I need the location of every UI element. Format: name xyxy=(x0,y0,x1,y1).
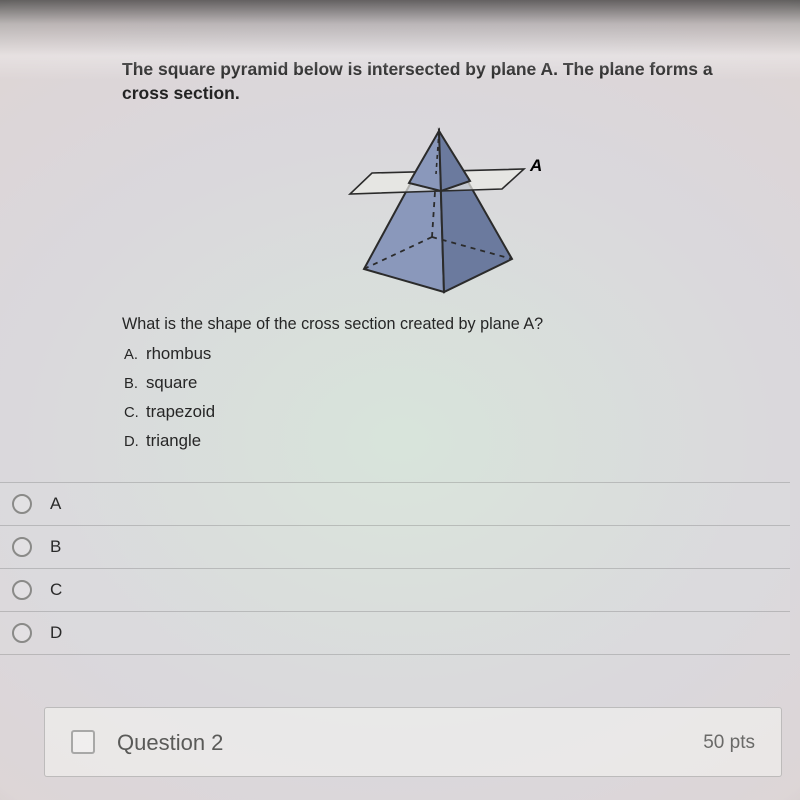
question-stem: The square pyramid below is intersected … xyxy=(122,58,756,105)
stem-line-2: cross section. xyxy=(122,83,240,103)
figure: A xyxy=(122,119,756,299)
page: The square pyramid below is intersected … xyxy=(0,0,800,800)
option-letter: C. xyxy=(124,405,146,421)
choice-label: A xyxy=(50,494,61,514)
option-text: triangle xyxy=(146,431,201,450)
plane-label: A xyxy=(529,156,542,175)
option-c: C.trapezoid xyxy=(124,402,756,422)
next-question-points: 50 pts xyxy=(703,732,755,754)
choice-list: A B C D xyxy=(44,482,782,655)
choice-row-c[interactable]: C xyxy=(0,568,790,611)
option-d: D.triangle xyxy=(124,431,756,451)
question-body: The square pyramid below is intersected … xyxy=(44,48,782,464)
option-letter: A. xyxy=(124,347,146,363)
option-letter: B. xyxy=(124,376,146,392)
radio-icon[interactable] xyxy=(12,537,32,557)
radio-icon[interactable] xyxy=(12,623,32,643)
question-card: The square pyramid below is intersected … xyxy=(44,48,782,655)
choice-row-b[interactable]: B xyxy=(0,525,790,568)
option-letter: D. xyxy=(124,434,146,450)
option-text: rhombus xyxy=(146,344,211,363)
option-text: square xyxy=(146,373,197,392)
pyramid-tip-left xyxy=(409,131,441,191)
option-text: trapezoid xyxy=(146,402,215,421)
radio-icon[interactable] xyxy=(12,494,32,514)
choice-row-d[interactable]: D xyxy=(0,611,790,655)
choice-label: B xyxy=(50,537,61,557)
radio-icon[interactable] xyxy=(12,580,32,600)
choice-label: D xyxy=(50,623,62,643)
pyramid-tip-right xyxy=(439,131,470,191)
option-b: B.square xyxy=(124,373,756,393)
choice-row-a[interactable]: A xyxy=(0,482,790,525)
choice-label: C xyxy=(50,580,62,600)
stem-line-1: The square pyramid below is intersected … xyxy=(122,59,713,79)
pyramid-svg: A xyxy=(294,119,584,299)
answer-options: A.rhombus B.square C.trapezoid D.triangl… xyxy=(122,344,756,451)
pyramid-group: A xyxy=(350,131,542,292)
next-question-title: Question 2 xyxy=(117,730,223,756)
option-a: A.rhombus xyxy=(124,344,756,364)
sub-question: What is the shape of the cross section c… xyxy=(122,315,756,334)
next-question-card[interactable]: Question 2 50 pts xyxy=(44,707,782,777)
